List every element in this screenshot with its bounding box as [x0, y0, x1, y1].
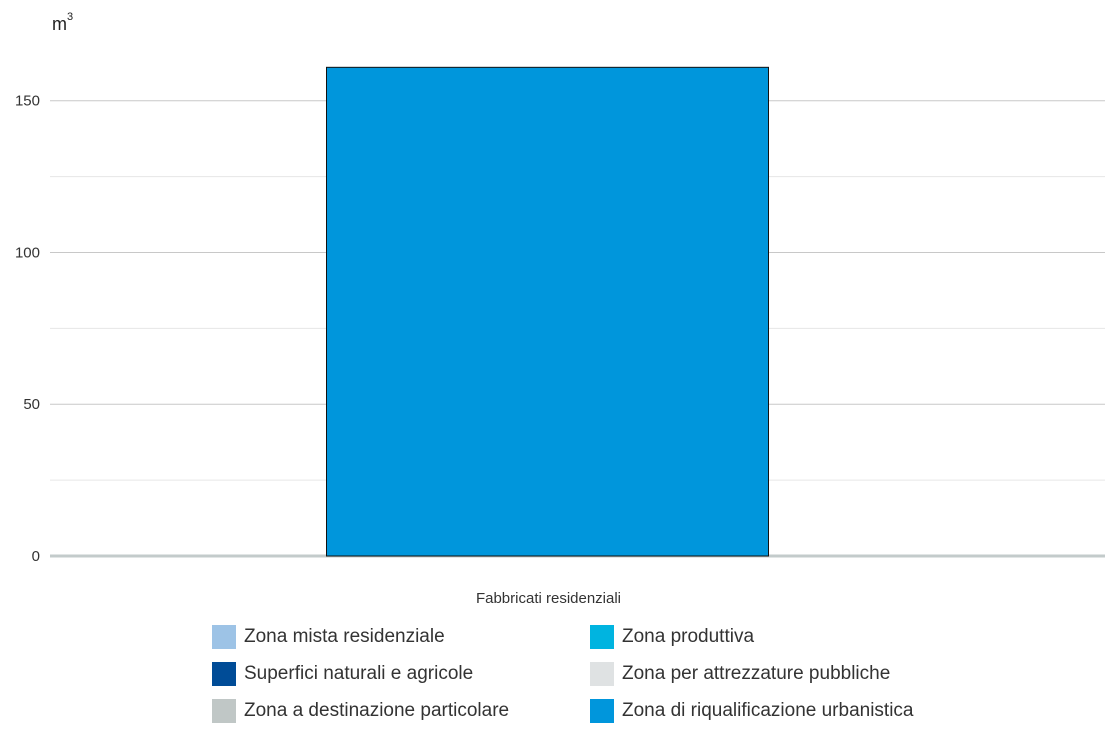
y-tick-label: 0 [32, 548, 40, 565]
legend-label: Zona di riqualificazione urbanistica [622, 699, 914, 721]
legend-label: Zona mista residenziale [244, 625, 445, 647]
y-axis-unit-label: m3 [52, 11, 74, 35]
y-tick-label: 150 [15, 93, 40, 110]
y-tick-label: 100 [15, 244, 40, 261]
legend-item[interactable]: Zona produttiva [590, 620, 990, 653]
legend-label: Zona produttiva [622, 625, 755, 647]
legend-label: Zona a destinazione particolare [244, 699, 510, 721]
legend-swatch [212, 624, 236, 649]
legend-item[interactable]: Zona di riqualificazione urbanistica [590, 694, 990, 727]
legend-swatch [212, 661, 236, 686]
y-axis-unit-exponent: 3 [67, 11, 74, 23]
legend-item[interactable]: Superfici naturali e agricole [212, 657, 590, 690]
legend-swatch [590, 661, 614, 686]
legend-swatch [590, 698, 614, 723]
legend-swatch [590, 624, 614, 649]
y-axis-unit-base: m [52, 14, 67, 34]
bar-zona-di-riqualificazione-urbanistica [326, 66, 769, 557]
plot-area: 0 50 100 150 Fabbricati residenziali [15, 66, 1105, 607]
legend-label: Zona per attrezzature pubbliche [622, 662, 891, 684]
legend: Zona mista residenziale Zona produttiva Su… [212, 620, 992, 727]
legend-item[interactable]: Zona per attrezzature pubbliche [590, 657, 990, 690]
legend-swatch [212, 698, 236, 723]
y-tick-label: 50 [23, 396, 40, 413]
legend-label: Superfici naturali e agricole [244, 662, 474, 684]
x-category-label: Fabbricati residenziali [476, 590, 621, 607]
legend-item[interactable]: Zona a destinazione particolare [212, 694, 590, 727]
legend-item[interactable]: Zona mista residenziale [212, 620, 590, 653]
